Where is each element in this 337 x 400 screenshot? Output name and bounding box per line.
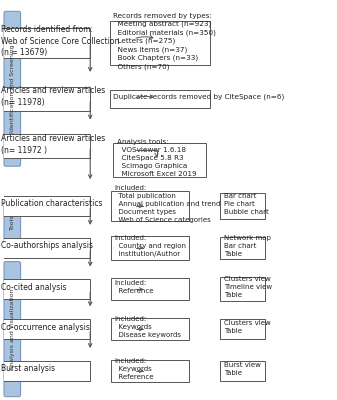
Text: Records identified from:
Web of Science Core Collection
(n = 13679): Records identified from: Web of Science … <box>1 25 119 58</box>
FancyBboxPatch shape <box>111 236 189 260</box>
FancyBboxPatch shape <box>0 238 90 258</box>
FancyBboxPatch shape <box>111 318 189 340</box>
Text: Included:
  Keywords
  Disease keywords: Included: Keywords Disease keywords <box>114 316 181 338</box>
Text: Burst view
Table: Burst view Table <box>224 362 261 376</box>
FancyBboxPatch shape <box>0 319 90 339</box>
Text: Network map
Bar chart
Table: Network map Bar chart Table <box>224 235 271 257</box>
FancyBboxPatch shape <box>4 200 21 244</box>
FancyBboxPatch shape <box>4 11 21 166</box>
Text: Co-authorships analysis: Co-authorships analysis <box>1 241 93 250</box>
Text: Clusters view
Table: Clusters view Table <box>224 320 271 334</box>
FancyBboxPatch shape <box>0 196 90 216</box>
Text: Identification and Screening: Identification and Screening <box>10 44 15 133</box>
FancyBboxPatch shape <box>220 361 265 381</box>
FancyBboxPatch shape <box>0 134 90 158</box>
Text: Articles and review articles
(n= 11978): Articles and review articles (n= 11978) <box>1 86 105 107</box>
Text: Analysis and Visualization: Analysis and Visualization <box>10 288 15 370</box>
Text: Analysis tools:
  VOSviewer 1.6.18
  CiteSpace 5.8 R3
  Scimago Graphica
  Micro: Analysis tools: VOSviewer 1.6.18 CiteSpa… <box>117 139 196 177</box>
FancyBboxPatch shape <box>111 360 189 382</box>
Text: Included:
  Keywords
  Reference: Included: Keywords Reference <box>114 358 154 380</box>
FancyBboxPatch shape <box>220 278 265 301</box>
FancyBboxPatch shape <box>0 280 90 299</box>
FancyBboxPatch shape <box>4 262 21 397</box>
FancyBboxPatch shape <box>220 237 265 258</box>
Text: Burst analysis: Burst analysis <box>1 364 55 373</box>
FancyBboxPatch shape <box>110 21 210 65</box>
Text: Bar chart
Pie chart
Bubble chart: Bar chart Pie chart Bubble chart <box>224 193 269 215</box>
Text: Co-occurrence analysis: Co-occurrence analysis <box>1 323 90 332</box>
FancyBboxPatch shape <box>111 278 189 300</box>
Text: Publication characteristics: Publication characteristics <box>1 200 102 208</box>
Text: Co-cited analysis: Co-cited analysis <box>1 283 66 292</box>
FancyBboxPatch shape <box>0 87 90 111</box>
Text: Included:
  Total publication
  Annual publication and trend
  Document types
  : Included: Total publication Annual publi… <box>114 185 221 223</box>
FancyBboxPatch shape <box>220 193 265 219</box>
Text: Included:
  Country and region
  Institution/Author: Included: Country and region Institution… <box>114 235 186 257</box>
FancyBboxPatch shape <box>0 28 90 58</box>
FancyBboxPatch shape <box>0 361 90 381</box>
Text: Clusters view
Timeline view
Table: Clusters view Timeline view Table <box>224 276 272 298</box>
FancyBboxPatch shape <box>114 143 206 177</box>
FancyBboxPatch shape <box>110 90 210 108</box>
Text: Articles and review articles
(n= 11972 ): Articles and review articles (n= 11972 ) <box>1 134 105 155</box>
Text: Tools: Tools <box>10 214 15 230</box>
Text: Duplicate records removed by CiteSpace (n=6): Duplicate records removed by CiteSpace (… <box>114 94 285 100</box>
Text: Records removed by types:
  Meeting abstract (n=923)
  Editorial materials (n=35: Records removed by types: Meeting abstra… <box>114 13 216 70</box>
Text: Included:
  Reference: Included: Reference <box>114 280 154 294</box>
FancyBboxPatch shape <box>111 191 189 221</box>
FancyBboxPatch shape <box>220 319 265 339</box>
